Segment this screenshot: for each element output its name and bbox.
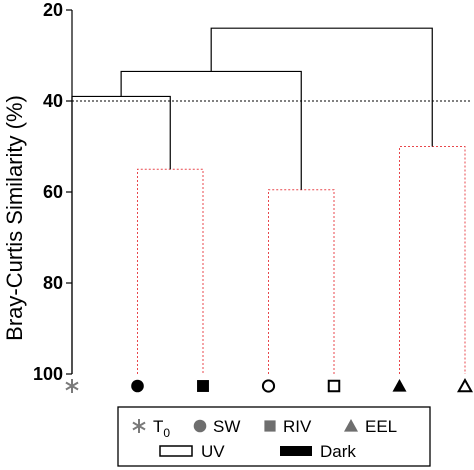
legend-label-t: T0 [153,417,170,440]
legend-label-eel: EEL [365,417,397,436]
leaf-marker-sw_uv [131,379,144,393]
legend-marker-uv [159,445,193,457]
legend-marker-dark [280,446,312,456]
legend-box [117,406,431,467]
y-tick-label: 20 [43,0,63,20]
leaf-marker-t0 [65,379,79,393]
dendrogram-branch [399,146,466,374]
dendrogram-branch [210,27,433,147]
y-tick-label: 40 [43,91,63,111]
y-axis: 20 40 60 80 100 [33,0,472,384]
legend-marker-t [132,419,146,433]
y-axis-title: Bray-Curtis Similarity (%) [2,95,27,341]
legend-label-uv: UV [201,442,225,461]
leaf-marker-riv_uv [197,380,209,392]
legend-label-sw: SW [213,417,240,436]
dendrogram-branch [120,70,302,190]
legend-marker-eel [344,419,358,432]
dendrogram-tree [71,27,466,374]
y-tick-label: 80 [43,273,63,293]
leaf-marker-riv_dark [327,379,341,393]
legend: T0 SW RIV EEL UV Dark [117,406,431,467]
y-tick-label: 100 [33,364,63,384]
legend-label-riv: RIV [283,417,312,436]
y-tick-label: 60 [43,182,63,202]
leaf-markers [65,378,474,393]
dendrogram-branch [71,95,171,374]
legend-label-dark: Dark [320,442,356,461]
leaf-marker-sw_dark [261,379,276,393]
legend-marker-sw [193,419,207,433]
legend-marker-riv [264,420,276,432]
dendrogram-branch [268,189,335,374]
dendrogram-branch [137,168,204,374]
leaf-marker-eel_dark [456,378,474,393]
leaf-marker-eel_uv [392,379,407,392]
